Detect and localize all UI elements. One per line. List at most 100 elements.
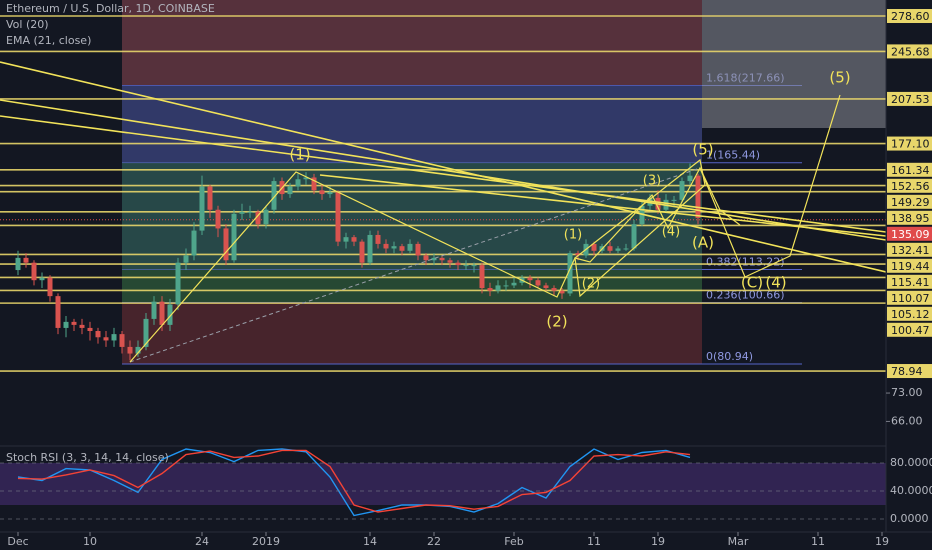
price-tag-label: 245.68 [891, 45, 930, 58]
candle-body [543, 285, 549, 289]
candle-body [319, 190, 325, 195]
stoch-band [0, 463, 886, 505]
price-tag-label: 177.10 [891, 138, 930, 151]
y-tick-label: 73.00 [891, 386, 923, 399]
correction [699, 167, 741, 226]
x-tick-label: 24 [195, 535, 209, 548]
trend-line [0, 99, 886, 241]
price-tag-label: 149.29 [891, 196, 930, 209]
x-tick-label: 10 [83, 535, 97, 548]
candle-body [287, 186, 293, 195]
fib-zone [122, 269, 702, 303]
candle-body [119, 334, 125, 347]
wave-label: (5) [829, 69, 850, 87]
candle-body [487, 288, 493, 291]
price-tag [887, 210, 932, 225]
candle-body [471, 265, 477, 267]
price-tag-label: 132.41 [891, 244, 930, 257]
wave-label: (3) [643, 174, 661, 189]
candle-body [79, 324, 85, 328]
candle-body [671, 199, 677, 201]
candle-body [327, 192, 333, 195]
price-tag [887, 9, 932, 24]
candle-body [151, 301, 157, 319]
candle-body [63, 321, 69, 328]
x-tick-label: 14 [363, 535, 377, 548]
candle-body [231, 213, 237, 261]
price-tag [887, 364, 932, 379]
candle-body [623, 248, 629, 250]
price-tag [887, 258, 932, 273]
candle-body [103, 337, 109, 341]
fib-zones: 1.618(217.66)1(165.44)0.382(113.22)0.236… [122, 0, 802, 365]
price-tag [887, 274, 932, 289]
candle-body [303, 177, 309, 180]
stoch-tick-label: 80.0000 [890, 456, 932, 469]
indicator-label: Vol (20) [6, 18, 49, 31]
candle-body [463, 265, 469, 267]
fib-zone [122, 302, 702, 364]
fib-label: 1(165.44) [706, 149, 760, 162]
candle-body [47, 277, 53, 297]
price-tag [887, 44, 932, 59]
price-tag [887, 194, 932, 209]
candle-body [127, 346, 133, 354]
candle-body [239, 211, 245, 214]
chart-title: Ethereum / U.S. Dollar, 1D, COINBASE [6, 2, 215, 15]
price-tag [887, 322, 932, 337]
candle-body [351, 237, 357, 242]
trend-line [319, 174, 886, 237]
price-tag-label: 152.56 [891, 180, 930, 193]
candle-body [247, 211, 253, 213]
candle-body [167, 304, 173, 325]
candle-body [143, 318, 149, 347]
candle-body [679, 181, 685, 200]
candle-body [71, 321, 77, 325]
x-tick-label: 11 [811, 535, 825, 548]
x-tick-label: Dec [7, 535, 28, 548]
candle-body [431, 257, 437, 261]
trend-line [0, 61, 886, 273]
fib-zone [122, 0, 702, 86]
candle-body [423, 255, 429, 261]
candle-body [439, 257, 445, 261]
candle-body [39, 277, 45, 281]
candle-body [527, 277, 533, 281]
candles [15, 163, 701, 361]
price-tag-label: 119.44 [891, 260, 930, 273]
wave-base [129, 167, 701, 363]
price-tag-label: 110.07 [891, 292, 930, 305]
candle-body [615, 248, 621, 251]
candle-body [375, 234, 381, 244]
candle-body [87, 327, 93, 332]
candle-body [15, 257, 21, 271]
candle-body [695, 175, 701, 218]
price-tag [887, 136, 932, 151]
target-zone [702, 0, 886, 128]
stoch-title: Stoch RSI (3, 3, 14, 14, close) [6, 451, 169, 464]
candle-body [415, 243, 421, 256]
candle-body [367, 234, 373, 263]
price-tag-label: 100.47 [891, 324, 930, 337]
fib-zone [122, 85, 702, 163]
price-tag-label: 278.60 [891, 10, 930, 23]
price-tag [887, 306, 932, 321]
fib-label: 0(80.94) [706, 350, 753, 363]
candle-body [175, 262, 181, 305]
candle-body [111, 334, 117, 341]
wave-label: (4) [765, 274, 786, 292]
candle-body [383, 243, 389, 249]
drawings [0, 61, 886, 363]
price-tag [887, 226, 932, 241]
fib-label: 0.236(100.66) [706, 289, 785, 302]
price-tag-label: 105.12 [891, 308, 930, 321]
x-tick-label: Feb [504, 535, 523, 548]
candle-body [479, 265, 485, 289]
x-tick-label: 2019 [252, 535, 280, 548]
candle-body [359, 241, 365, 263]
fib-zone [122, 162, 702, 270]
candle-body [567, 253, 573, 294]
x-tick-label: 11 [587, 535, 601, 548]
x-tick-label: 19 [875, 535, 889, 548]
